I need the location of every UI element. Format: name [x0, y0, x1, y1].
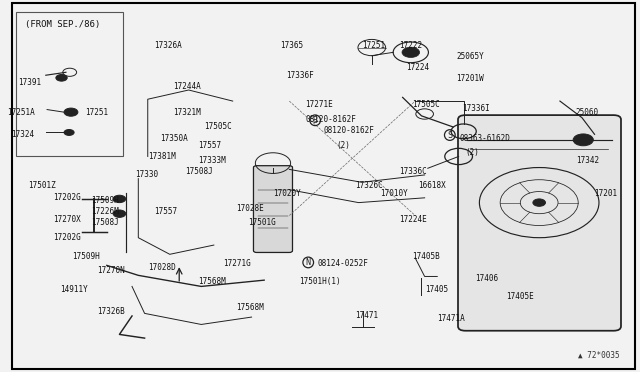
Text: 17508J: 17508J — [91, 218, 119, 227]
Text: 08120-8162F: 08120-8162F — [324, 126, 375, 135]
Circle shape — [64, 129, 74, 135]
FancyBboxPatch shape — [15, 13, 123, 157]
Text: 17326C: 17326C — [355, 182, 383, 190]
Text: N: N — [306, 258, 311, 267]
Text: 17505C: 17505C — [204, 122, 232, 131]
Text: 25060: 25060 — [575, 108, 599, 117]
Circle shape — [573, 134, 593, 146]
Text: (2): (2) — [465, 148, 479, 157]
Text: 17333M: 17333M — [198, 155, 226, 165]
Text: 17224: 17224 — [406, 63, 429, 72]
Text: 17271E: 17271E — [305, 100, 333, 109]
Text: 17342: 17342 — [575, 155, 599, 165]
Text: 17270X: 17270X — [53, 215, 81, 224]
Text: 17336C: 17336C — [399, 167, 428, 176]
Text: 08120-8162F: 08120-8162F — [305, 115, 356, 124]
Text: 17406: 17406 — [475, 274, 498, 283]
Text: 08363-6162D: 08363-6162D — [460, 134, 510, 142]
Text: 17405B: 17405B — [412, 251, 440, 261]
Text: 17350A: 17350A — [161, 134, 188, 142]
Text: 08124-0252F: 08124-0252F — [317, 259, 369, 268]
Text: 17010Y: 17010Y — [381, 189, 408, 198]
Text: 17028E: 17028E — [236, 203, 264, 213]
Text: 16618X: 16618X — [419, 182, 446, 190]
Text: 17271G: 17271G — [223, 259, 251, 268]
Text: S: S — [447, 131, 452, 140]
Circle shape — [64, 108, 78, 116]
Text: 17224E: 17224E — [399, 215, 428, 224]
Text: 17251: 17251 — [85, 108, 108, 117]
Text: ▲ 72*0035: ▲ 72*0035 — [578, 350, 620, 359]
Text: B: B — [313, 116, 317, 125]
Text: 17202G: 17202G — [53, 233, 81, 242]
Text: 17330: 17330 — [135, 170, 158, 179]
Text: 14911Y: 14911Y — [60, 285, 88, 294]
Text: 25065Y: 25065Y — [456, 52, 484, 61]
Text: 17326A: 17326A — [154, 41, 182, 50]
Text: 17557: 17557 — [154, 207, 177, 217]
Circle shape — [56, 74, 67, 81]
Text: 17365: 17365 — [280, 41, 303, 50]
Text: 17270N: 17270N — [97, 266, 125, 275]
Text: 17202G: 17202G — [53, 193, 81, 202]
Text: 17405E: 17405E — [506, 292, 534, 301]
Text: 17509H: 17509H — [91, 196, 119, 205]
Text: 17509H: 17509H — [72, 251, 100, 261]
Text: 17336I: 17336I — [463, 104, 490, 113]
Text: 17326B: 17326B — [97, 307, 125, 316]
Text: 17321M: 17321M — [173, 108, 201, 117]
Text: 17471A: 17471A — [437, 314, 465, 323]
Text: 17020Y: 17020Y — [274, 189, 301, 198]
Text: 17557: 17557 — [198, 141, 221, 150]
Text: 17381M: 17381M — [148, 152, 175, 161]
Circle shape — [402, 47, 420, 58]
FancyBboxPatch shape — [253, 166, 292, 253]
Text: 17568M: 17568M — [236, 303, 264, 312]
Text: 17251A: 17251A — [7, 108, 35, 117]
Text: 17501G: 17501G — [248, 218, 276, 227]
Text: 17028D: 17028D — [148, 263, 175, 272]
FancyBboxPatch shape — [12, 3, 636, 369]
Text: (FROM SEP./86): (FROM SEP./86) — [25, 20, 100, 29]
Circle shape — [533, 199, 545, 206]
Text: 17568M: 17568M — [198, 278, 226, 286]
Circle shape — [113, 195, 125, 203]
Text: 17336F: 17336F — [286, 71, 314, 80]
Text: 17201: 17201 — [595, 189, 618, 198]
Text: 17201W: 17201W — [456, 74, 484, 83]
Text: 17391: 17391 — [18, 78, 41, 87]
FancyBboxPatch shape — [458, 115, 621, 331]
Text: 17244A: 17244A — [173, 82, 201, 91]
Text: 17324: 17324 — [12, 130, 35, 139]
Text: 17471: 17471 — [355, 311, 378, 320]
Text: 17505C: 17505C — [412, 100, 440, 109]
Text: 17222: 17222 — [399, 41, 422, 50]
Text: 17508J: 17508J — [186, 167, 213, 176]
Text: 17405: 17405 — [425, 285, 448, 294]
Circle shape — [113, 210, 125, 217]
Text: 17501H(1): 17501H(1) — [299, 278, 340, 286]
Text: 17226M: 17226M — [91, 207, 119, 217]
Text: 17251: 17251 — [362, 41, 385, 50]
Text: (2): (2) — [337, 141, 351, 150]
Text: 17501Z: 17501Z — [28, 182, 56, 190]
